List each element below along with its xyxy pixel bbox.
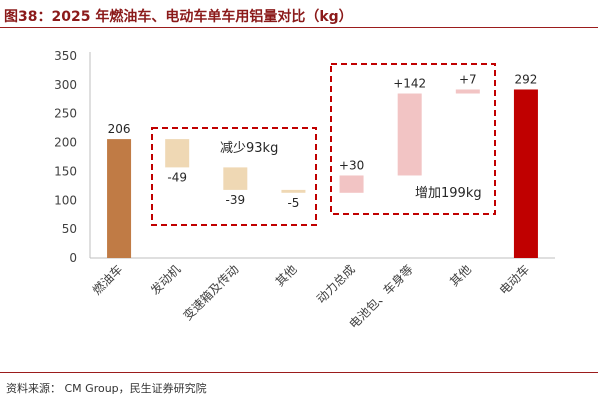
bar-total (513, 89, 538, 258)
x-tick-label: 电动车 (496, 262, 532, 298)
x-tick-label: 燃油车 (89, 262, 125, 298)
data-label: 292 (514, 72, 537, 86)
source-divider (0, 372, 598, 373)
y-tick-label: 50 (62, 222, 77, 236)
bar-decrease (223, 167, 248, 190)
data-label: +30 (339, 158, 364, 172)
data-label: -49 (167, 170, 187, 184)
x-tick-label: 发动机 (147, 262, 183, 298)
bar-decrease (281, 189, 306, 193)
y-tick-label: 300 (54, 78, 77, 92)
y-tick-label: 0 (69, 251, 77, 265)
title-divider (0, 27, 598, 28)
x-tick-label: 其他 (447, 262, 474, 289)
bar-total (107, 139, 132, 258)
y-tick-label: 100 (54, 193, 77, 207)
chart-title: 图38：2025 年燃油车、电动车单车用铝量对比（kg） (4, 9, 353, 25)
data-label: +142 (393, 77, 426, 91)
data-label: -5 (287, 196, 299, 210)
y-tick-label: 150 (54, 164, 77, 178)
data-label: -39 (226, 193, 246, 207)
bar-increase (339, 175, 364, 193)
x-tick-label: 其他 (273, 262, 300, 289)
y-tick-label: 250 (54, 107, 77, 121)
source-note: 资料来源： CM Group，民生证券研究院 (6, 382, 207, 395)
data-label: +7 (459, 72, 477, 86)
annotation-label: 减少93kg (220, 141, 278, 156)
data-label: 206 (108, 122, 131, 136)
bar-increase (455, 89, 480, 94)
annotation-label: 增加199kg (415, 186, 482, 201)
y-tick-label: 200 (54, 136, 77, 150)
bar-increase (397, 93, 422, 176)
bar-decrease (165, 139, 190, 168)
waterfall-chart: 0 50 100 150 200 250 300 350 206 -49 -39 -5 +30 +142 +… (54, 49, 555, 332)
annotation-box (330, 63, 496, 215)
x-tick-label: 动力总成 (314, 262, 358, 306)
x-tick-label: 变速箱及传动 (180, 262, 242, 324)
annotation-box (151, 127, 317, 226)
y-tick-label: 350 (54, 49, 77, 63)
